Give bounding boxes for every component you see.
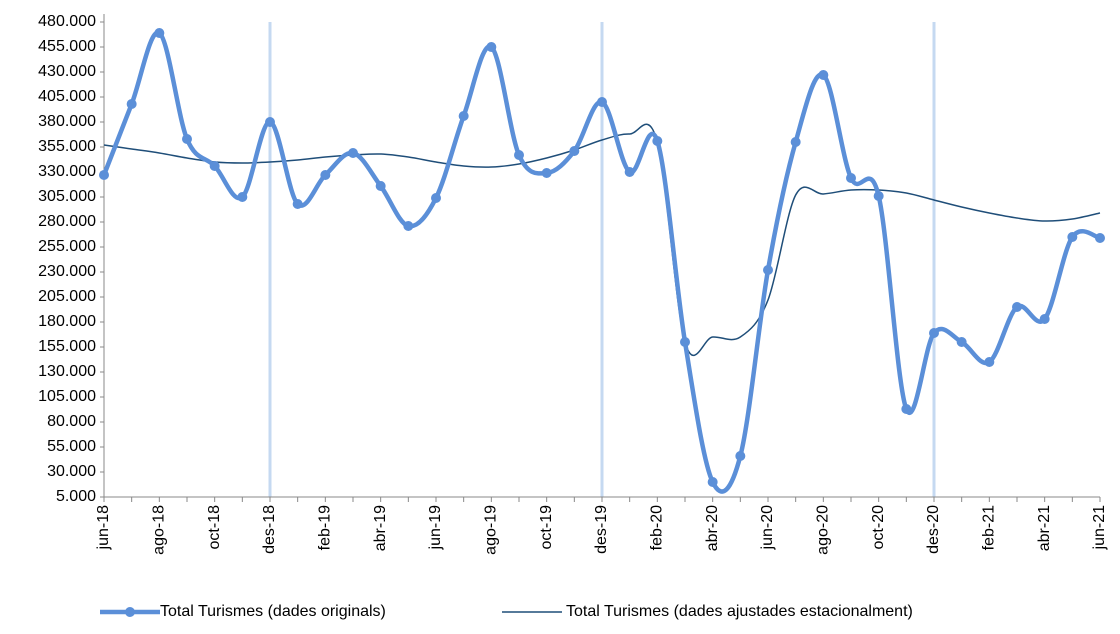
data-point [154, 28, 165, 38]
data-point [763, 265, 773, 275]
x-tick-label: ago-19 [483, 505, 500, 555]
y-tick-label: 255.000 [38, 238, 96, 255]
y-tick-label: 80.000 [47, 413, 96, 430]
y-tick-label: 5.000 [56, 488, 96, 505]
y-tick-label: 480.000 [38, 13, 96, 30]
y-tick-label: 230.000 [38, 263, 96, 280]
x-tick-label: abr-21 [1036, 505, 1053, 551]
data-point [846, 173, 856, 183]
x-tick-label: des-18 [261, 505, 278, 554]
legend-marker [125, 607, 135, 617]
data-point [929, 328, 939, 338]
data-point [680, 337, 690, 347]
x-tick-label: ago-18 [151, 505, 168, 555]
y-tick-label: 305.000 [38, 188, 96, 205]
data-point [597, 97, 607, 107]
data-point [237, 192, 248, 202]
x-tick-label: ago-20 [815, 505, 832, 555]
x-tick-label: feb-20 [649, 505, 666, 550]
x-tick-label: des-19 [593, 505, 610, 554]
data-point [458, 111, 469, 121]
x-tick-label: abr-20 [704, 505, 721, 551]
data-point [320, 170, 331, 180]
data-point [514, 150, 524, 160]
y-tick-label: 130.000 [38, 363, 96, 380]
y-tick-label: 405.000 [38, 88, 96, 105]
data-point [99, 170, 109, 180]
y-tick-label: 355.000 [38, 138, 96, 155]
data-point [818, 70, 829, 80]
data-point [403, 221, 414, 231]
x-tick-label: feb-19 [317, 505, 334, 550]
data-point [984, 357, 995, 367]
data-point [707, 477, 718, 487]
legend-label: Total Turismes (dades originals) [160, 603, 386, 620]
x-tick-label: oct-20 [870, 505, 887, 550]
data-point [431, 193, 441, 203]
x-tick-label: jun-21 [1091, 505, 1108, 551]
data-point [652, 136, 663, 146]
data-point [348, 148, 358, 158]
legend-label: Total Turismes (dades ajustades estacion… [566, 603, 913, 620]
data-point [956, 337, 967, 347]
x-tick-label: jun-18 [95, 505, 112, 551]
data-point [182, 134, 192, 144]
y-tick-label: 330.000 [38, 163, 96, 180]
y-tick-label: 180.000 [38, 313, 96, 330]
data-point [1039, 314, 1050, 324]
x-tick-label: des-20 [925, 505, 942, 554]
y-tick-label: 205.000 [38, 288, 96, 305]
data-point [486, 42, 497, 52]
data-point [1095, 233, 1105, 243]
x-tick-label: oct-19 [538, 505, 555, 550]
x-tick-label: jun-19 [427, 505, 444, 551]
data-point [735, 451, 746, 461]
data-point [209, 161, 220, 171]
y-tick-label: 430.000 [38, 63, 96, 80]
x-tick-label: oct-18 [206, 505, 223, 550]
y-tick-label: 455.000 [38, 38, 96, 55]
data-point [265, 117, 275, 127]
data-point [790, 137, 801, 147]
data-point [541, 168, 552, 178]
y-tick-label: 30.000 [47, 463, 96, 480]
data-point [901, 404, 912, 414]
series-line [103, 123, 1101, 357]
x-tick-label: feb-21 [981, 505, 998, 550]
data-point [292, 199, 303, 209]
y-tick-label: 155.000 [38, 338, 96, 355]
data-point [569, 146, 580, 156]
y-tick-label: 105.000 [38, 388, 96, 405]
x-tick-label: abr-19 [372, 505, 389, 551]
data-point [126, 99, 137, 109]
data-point [873, 191, 884, 201]
series-line [101, 30, 1101, 494]
data-point [1067, 232, 1078, 242]
y-tick-label: 280.000 [38, 213, 96, 230]
data-point [1012, 302, 1022, 312]
data-point [375, 181, 386, 191]
y-tick-label: 55.000 [47, 438, 96, 455]
x-tick-label: jun-20 [759, 505, 776, 551]
y-tick-label: 380.000 [38, 113, 96, 130]
data-point [624, 167, 635, 177]
